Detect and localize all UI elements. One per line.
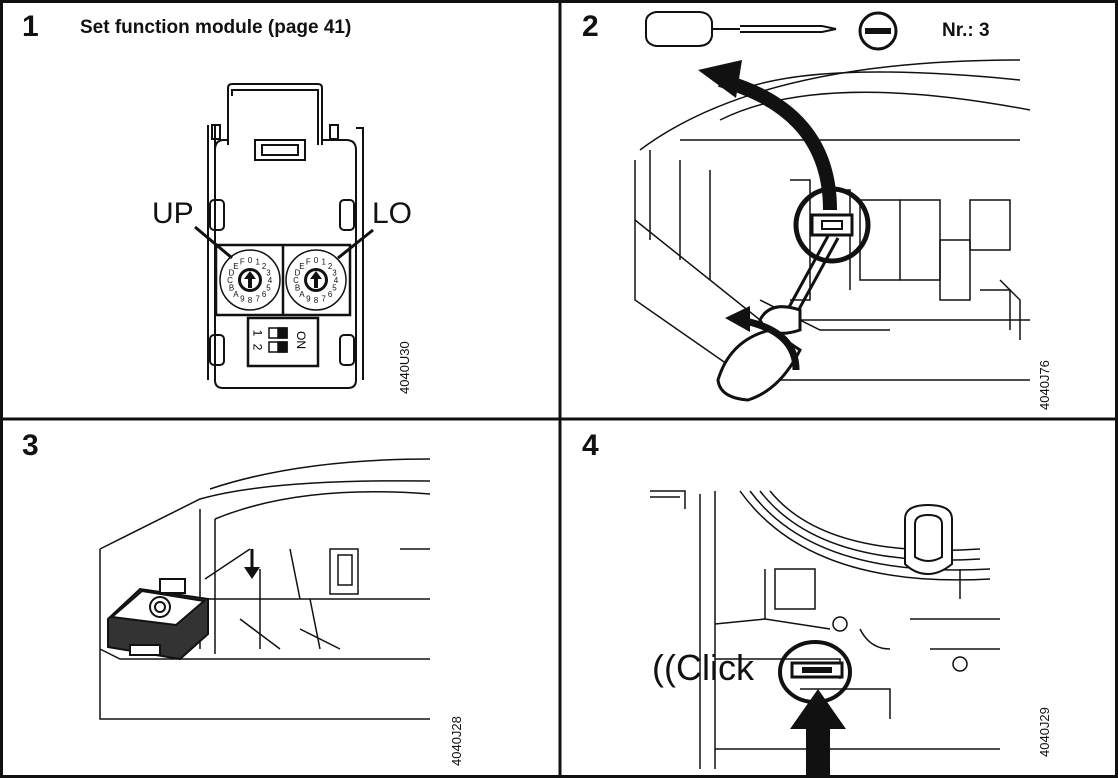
dial-up-char: A <box>233 290 239 299</box>
dial-lo-char: 1 <box>321 258 326 267</box>
dial-up-char: E <box>233 262 238 271</box>
dial-up-char: 0 <box>248 256 253 265</box>
dial-lo-char: 2 <box>328 262 333 271</box>
panel-4-number: 4 <box>582 429 599 462</box>
panel-4-code: 4040J29 <box>1037 707 1052 757</box>
dial-lo-char: 8 <box>314 296 319 305</box>
label-lo: LO <box>372 197 413 230</box>
dial-up-char: 3 <box>266 268 271 277</box>
dial-lo-char: E <box>299 262 304 271</box>
dial-up-char: 1 <box>255 258 260 267</box>
dial-up-char: 9 <box>240 295 245 304</box>
dial-lo-char: 7 <box>321 295 326 304</box>
panel-2-code: 4040J76 <box>1037 360 1052 410</box>
panel-4: 4 <box>560 419 1118 778</box>
dial-lo-char: 5 <box>332 284 337 293</box>
label-up: UP <box>152 197 194 230</box>
switch-number-1: 1 <box>250 329 265 337</box>
dial-lo-char: F <box>306 258 311 267</box>
dial-lo-char: 6 <box>328 290 333 299</box>
dial-up-char: F <box>240 258 245 267</box>
screwdriver-step-diagram <box>634 11 1031 402</box>
dial-lo-char: 0 <box>314 256 319 265</box>
module-click-diagram <box>650 490 1000 778</box>
dial-lo-char: 9 <box>306 295 311 304</box>
panel-1: 1 Set function module (page 41) <box>0 0 560 419</box>
dial-lo-char: A <box>299 290 305 299</box>
function-module-diagram <box>194 83 374 389</box>
switch-on-label: ON <box>294 331 308 349</box>
click-text: ((Click <box>652 647 754 688</box>
dial-up-char: D <box>229 268 235 277</box>
module-insert-diagram <box>99 458 431 720</box>
dial-up-char: 4 <box>268 276 273 285</box>
dial-up-char: 8 <box>248 296 253 305</box>
panel-3-code: 4040J28 <box>449 716 464 766</box>
panel-3: 3 <box>0 419 560 778</box>
dial-up-char: C <box>227 276 233 285</box>
dial-up-char: 2 <box>262 262 267 271</box>
panel-2-number: 2 <box>582 10 599 43</box>
dial-up-char: 6 <box>262 290 267 299</box>
dial-lo-char: 4 <box>334 276 339 285</box>
dial-lo-char: B <box>295 284 300 293</box>
panel-2: 2 Nr.: 3 <box>560 0 1118 419</box>
dial-up-char: 5 <box>266 284 271 293</box>
panel-3-number: 3 <box>22 429 39 462</box>
screwdriver-icon <box>645 11 837 47</box>
dial-lo-char: 3 <box>332 268 337 277</box>
nr-label: Nr.: 3 <box>942 20 990 41</box>
dial-lo-char: C <box>293 276 299 285</box>
dial-up-char: 7 <box>255 295 260 304</box>
switch-number-2: 2 <box>250 343 265 351</box>
dial-lo-char: D <box>295 268 301 277</box>
slot-head-icon <box>858 11 898 51</box>
panel-1-title: Set function module (page 41) <box>80 17 352 38</box>
panel-1-number: 1 <box>22 10 39 43</box>
panel-1-code: 4040U30 <box>397 341 412 394</box>
dial-up-char: B <box>229 284 234 293</box>
